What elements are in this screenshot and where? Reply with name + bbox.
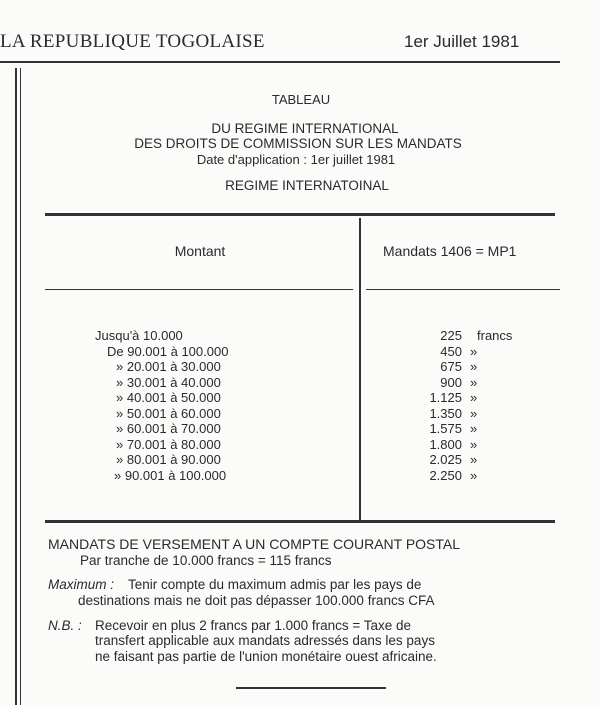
fee-cell: 900 bbox=[440, 374, 462, 390]
unit-cell: » bbox=[470, 374, 478, 390]
margin-line bbox=[15, 68, 17, 705]
unit-cell: » bbox=[470, 390, 478, 405]
maximum-text: Tenir compte du maximum admis par les pa… bbox=[128, 577, 422, 592]
unit-cell: » bbox=[470, 343, 478, 359]
header-rule bbox=[0, 61, 560, 63]
amount-cell: Jusqu'à 10.000 bbox=[95, 328, 183, 343]
fee-cell: 2.025 bbox=[429, 452, 462, 467]
amount-cell: » 90.001 à 100.000 bbox=[114, 467, 227, 483]
amount-cell: De 90.001 à 100.000 bbox=[107, 343, 229, 359]
column-divider bbox=[359, 218, 361, 520]
unit-cell: » bbox=[470, 467, 478, 483]
column-header-fee: Mandats 1406 = MP1 bbox=[383, 243, 517, 259]
fee-cell: 225 bbox=[440, 328, 462, 343]
publication-date: 1er Juillet 1981 bbox=[404, 32, 520, 51]
fee-cell: 1.800 bbox=[429, 436, 462, 452]
postal-title: MANDATS DE VERSEMENT A UN COMPTE COURANT… bbox=[48, 536, 461, 552]
application-date: Date d'application : 1er juillet 1981 bbox=[196, 152, 396, 167]
unit-cell: » bbox=[470, 421, 478, 436]
title-tableau: TABLEAU bbox=[271, 92, 331, 107]
fee-cell: 1.575 bbox=[429, 421, 462, 436]
unit-cell: » bbox=[470, 452, 478, 467]
amount-cell: » 20.001 à 30.000 bbox=[116, 359, 221, 374]
nb-text: Recevoir en plus 2 francs par 1.000 fran… bbox=[95, 618, 412, 633]
amount-cell: » 60.001 à 70.000 bbox=[116, 421, 221, 436]
regime-title: REGIME INTERNATOINAL bbox=[225, 178, 389, 193]
unit-cell: » bbox=[470, 436, 478, 452]
amount-cell: » 80.001 à 90.000 bbox=[116, 452, 221, 467]
postal-rate: Par tranche de 10.000 francs = 115 franc… bbox=[80, 553, 332, 568]
fee-cell: 1.125 bbox=[429, 390, 462, 405]
maximum-label: Maximum : bbox=[48, 577, 115, 592]
fee-cell: 1.350 bbox=[429, 405, 462, 421]
closing-rule bbox=[236, 687, 386, 689]
fee-cell: 2.250 bbox=[429, 467, 462, 483]
margin-line bbox=[20, 68, 21, 705]
table-bottom-rule bbox=[45, 520, 555, 523]
unit-cell: » bbox=[470, 405, 478, 421]
title-line: DU REGIME INTERNATIONAL bbox=[211, 121, 399, 136]
nb-label: N.B. : bbox=[48, 618, 82, 633]
amount-cell: » 50.001 à 60.000 bbox=[116, 405, 221, 421]
title-line: DES DROITS DE COMMISSION SUR LES MANDATS bbox=[134, 136, 462, 151]
header-rule-right bbox=[366, 289, 560, 290]
unit-cell: francs bbox=[477, 328, 513, 343]
publication-name: LA REPUBLIQUE TOGOLAISE bbox=[0, 31, 265, 52]
table-top-rule bbox=[45, 213, 555, 216]
maximum-text: destinations mais ne doit pas dépasser 1… bbox=[78, 593, 435, 608]
amount-cell: » 40.001 à 50.000 bbox=[116, 390, 221, 405]
unit-cell: » bbox=[470, 359, 478, 374]
nb-text: ne faisant pas partie de l'union monétai… bbox=[95, 649, 437, 664]
amount-cell: » 30.001 à 40.000 bbox=[116, 374, 221, 390]
column-header-amount: Montant bbox=[174, 243, 226, 259]
header-rule-left bbox=[45, 289, 353, 290]
fee-cell: 675 bbox=[440, 359, 462, 374]
fee-cell: 450 bbox=[440, 343, 462, 359]
amount-cell: » 70.001 à 80.000 bbox=[116, 436, 221, 452]
nb-text: transfert applicable aux mandats adressé… bbox=[95, 633, 435, 648]
